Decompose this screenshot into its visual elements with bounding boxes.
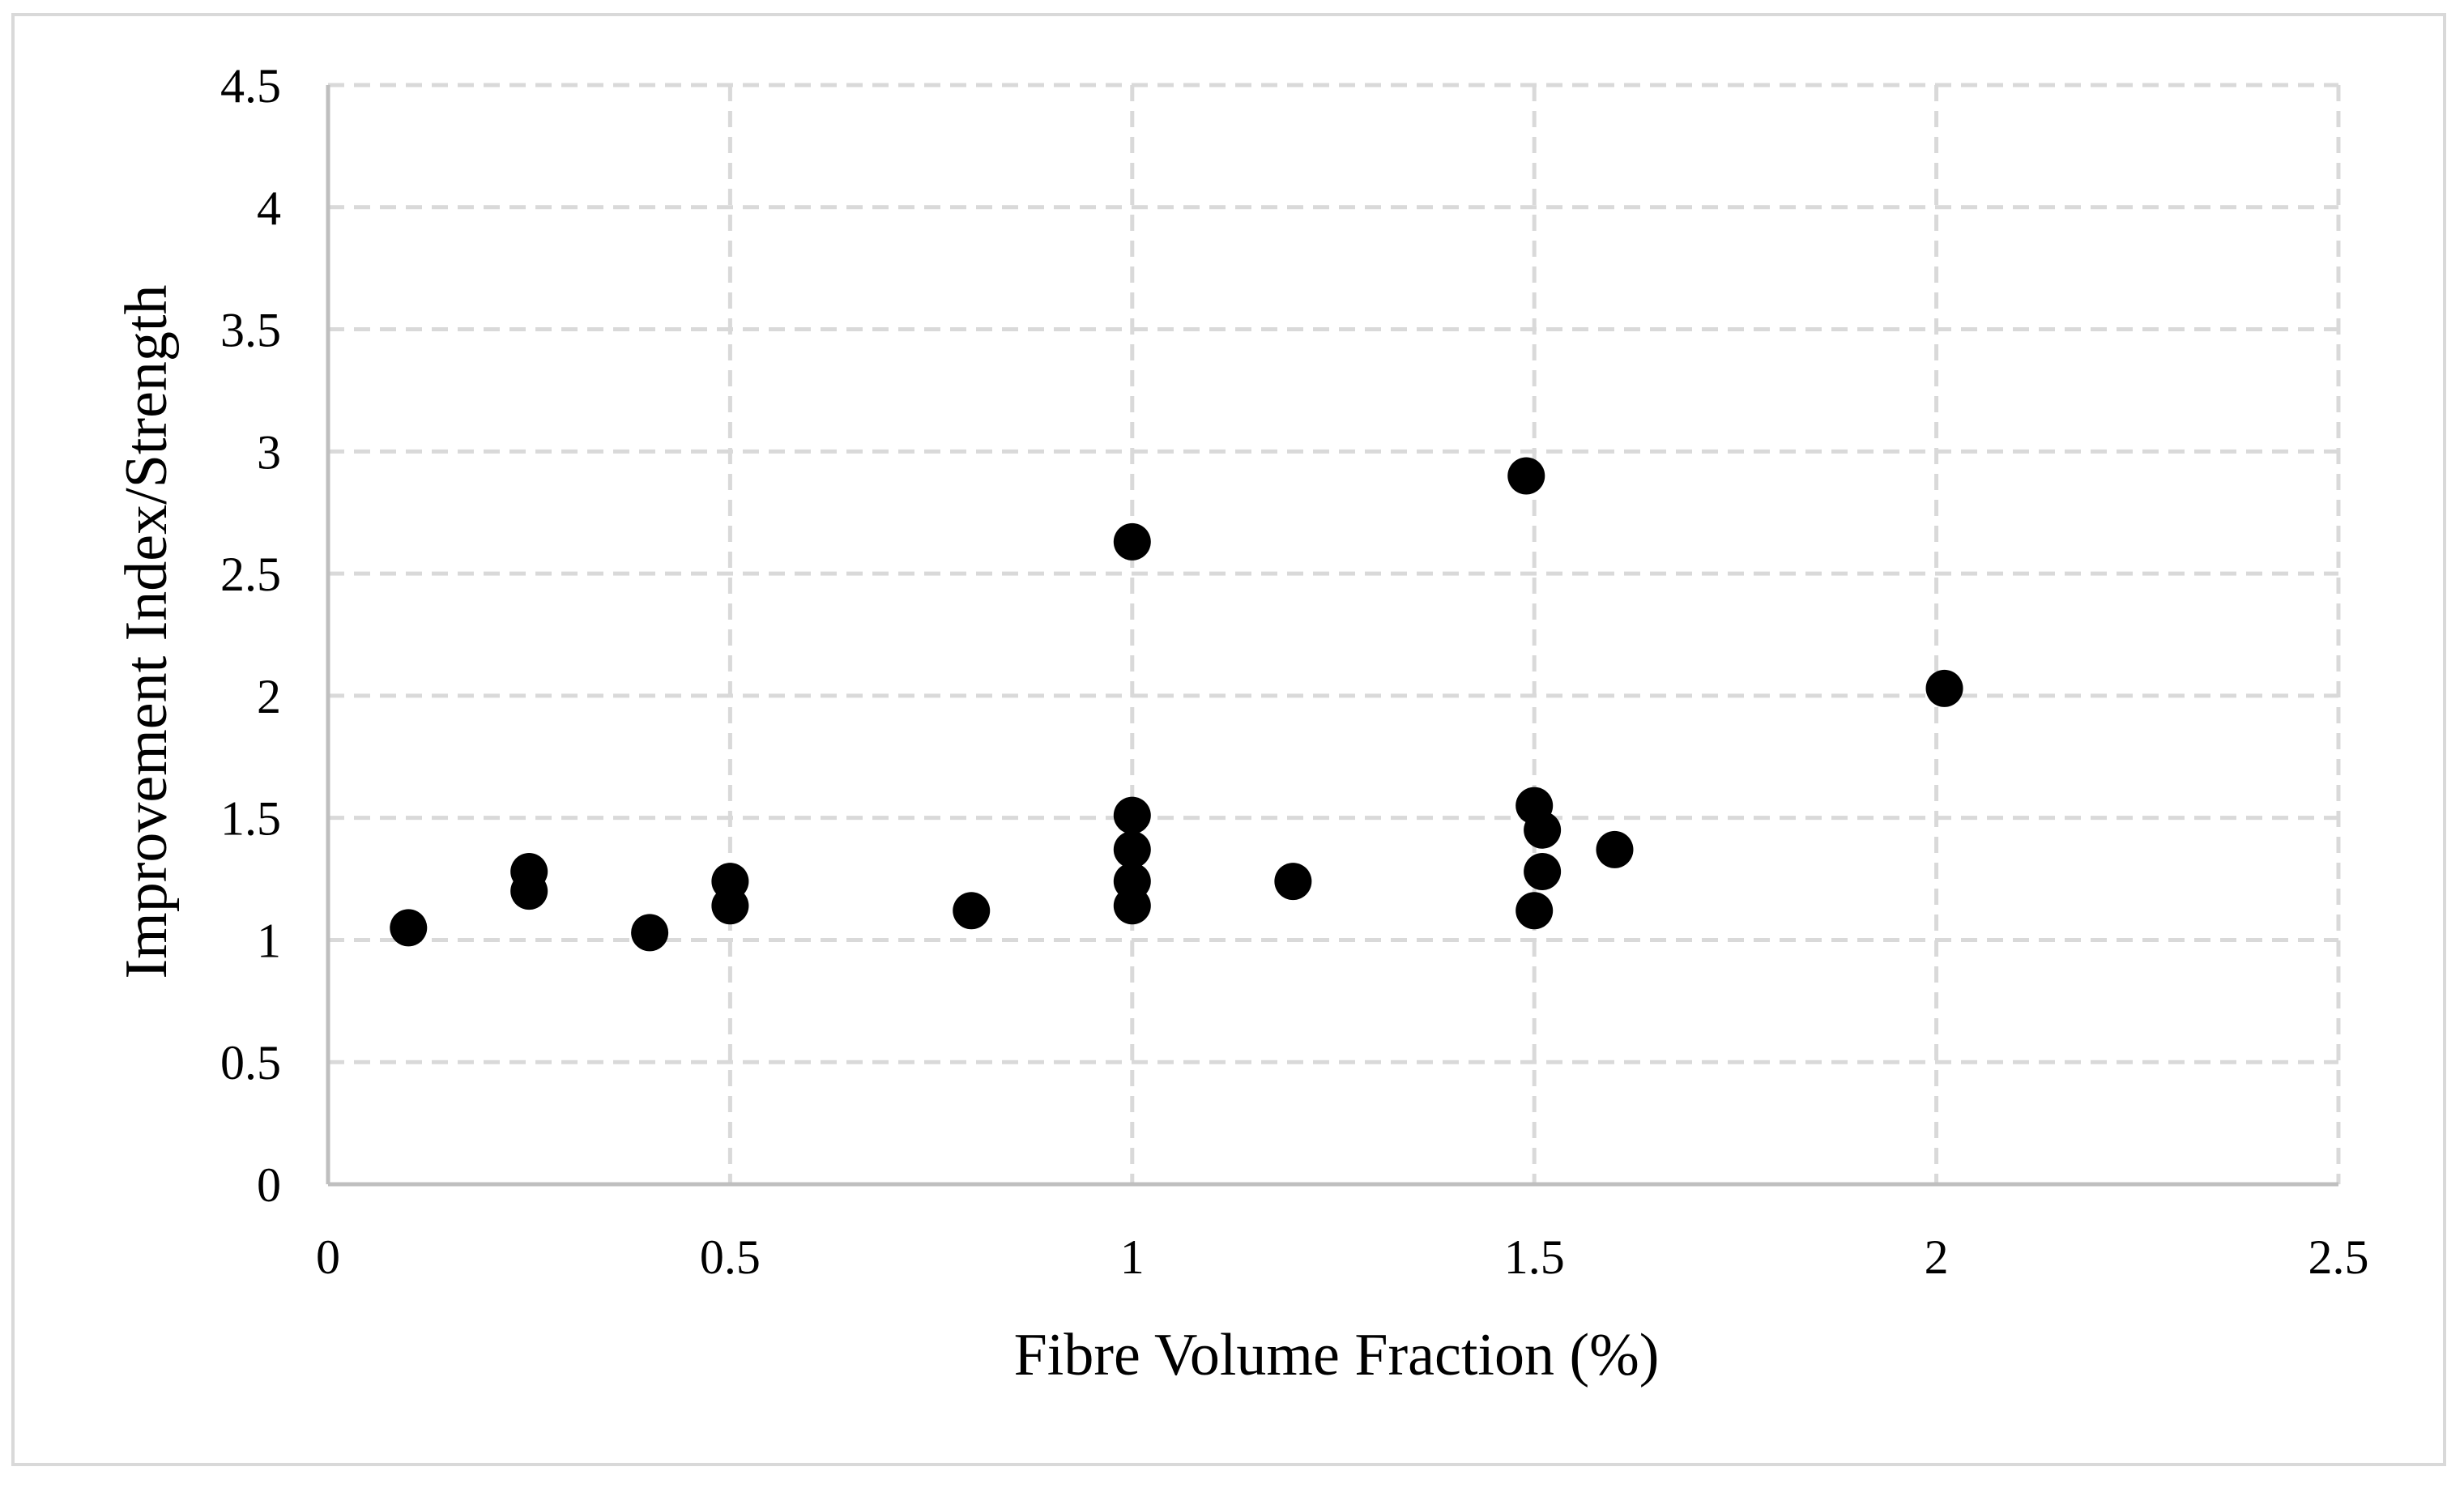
axes: [326, 85, 2338, 1187]
y-tick-label: 3.5: [220, 304, 281, 357]
y-tick-label: 0.5: [220, 1036, 281, 1089]
data-point: [390, 909, 428, 947]
data-point: [1596, 830, 1634, 868]
x-tick-label: 1: [1120, 1230, 1145, 1284]
grid: [328, 83, 2341, 1184]
data-point: [953, 892, 991, 930]
data-point: [1524, 853, 1562, 891]
chart-frame: [11, 13, 2446, 1466]
y-tick-label: 2: [257, 670, 281, 723]
data-point: [1507, 457, 1545, 495]
x-tick-label: 2.5: [2308, 1230, 2369, 1284]
data-point: [510, 872, 548, 910]
data-point: [1515, 892, 1554, 930]
y-tick-label: 0: [257, 1158, 281, 1212]
x-tick-label: 1.5: [1504, 1230, 1565, 1284]
data-point: [711, 887, 749, 925]
data-point: [1113, 796, 1151, 834]
y-tick-label: 2.5: [220, 548, 281, 601]
y-tick-label: 1.5: [220, 792, 281, 846]
data-point: [1925, 669, 1963, 707]
data-point: [1113, 830, 1151, 868]
x-axis-title: Fibre Volume Fraction (%): [1014, 1322, 1660, 1388]
data-point: [1524, 811, 1562, 849]
data-point: [631, 914, 669, 952]
y-tick-label: 1: [257, 914, 281, 967]
x-tick-label: 0: [316, 1230, 340, 1284]
y-tick-label: 4: [257, 181, 281, 235]
y-axis-title: Improvement Index/Strength: [113, 285, 180, 979]
y-tick-label: 4.5: [220, 59, 281, 113]
data-point: [1113, 887, 1151, 925]
data-point: [1113, 522, 1151, 561]
x-tick-label: 0.5: [700, 1230, 761, 1284]
data-points: [390, 457, 1963, 952]
y-tick-label: 3: [257, 425, 281, 479]
x-tick-labels: 0 0.5 1 1.5 2 2.5: [316, 1230, 2369, 1284]
x-tick-label: 2: [1925, 1230, 1949, 1284]
data-point: [1274, 863, 1312, 901]
y-tick-labels: 0 0.5 1 1.5 2 2.5 3 3.5 4 4.5: [220, 59, 281, 1212]
